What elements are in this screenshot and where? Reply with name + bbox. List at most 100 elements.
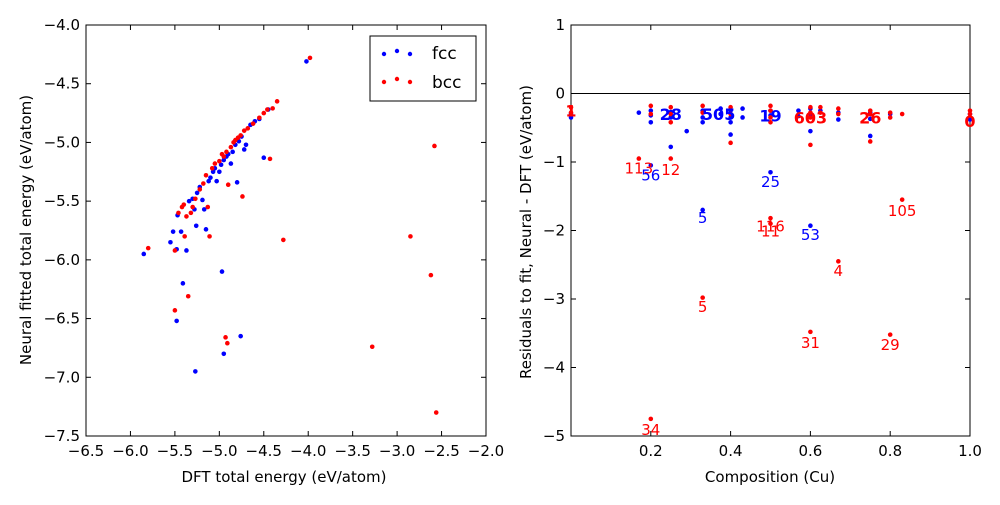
right-data-point-series-1 xyxy=(648,103,654,109)
right-y-tick-label: −1 xyxy=(543,153,565,171)
right-y-tick-label: −4 xyxy=(543,359,565,377)
right-data-point-series-0 xyxy=(836,117,841,122)
left-data-point-series-1 xyxy=(190,204,195,210)
left-data-point-series-0 xyxy=(201,207,207,212)
left-data-point-series-0 xyxy=(219,269,225,274)
left-y-tick-label: −6.0 xyxy=(44,251,80,269)
legend-marker-bcc xyxy=(407,79,413,85)
left-data-point-series-1 xyxy=(432,143,437,149)
left-data-point-series-0 xyxy=(221,351,227,357)
left-data-point-series-0 xyxy=(217,169,222,175)
left-data-point-series-1 xyxy=(181,202,187,207)
right-data-point-series-1 xyxy=(768,215,773,221)
left-data-point-series-1 xyxy=(205,204,211,210)
right-data-point-series-1 xyxy=(728,140,733,146)
left-data-point-series-0 xyxy=(243,142,249,148)
right-data-point-series-0 xyxy=(796,108,801,113)
right-data-point-series-1 xyxy=(887,115,893,120)
left-data-points xyxy=(141,55,439,415)
left-data-point-series-1 xyxy=(184,214,189,219)
legend: fcc bcc xyxy=(369,35,477,102)
right-data-point-series-0 xyxy=(867,116,873,122)
left-x-tick-label: −4.5 xyxy=(246,442,282,460)
left-data-point-series-0 xyxy=(228,161,234,166)
left-data-point-series-1 xyxy=(238,133,243,138)
left-data-point-series-1 xyxy=(203,173,209,178)
left-data-point-series-1 xyxy=(265,107,270,112)
right-data-point-series-0 xyxy=(740,106,745,111)
right-data-point-series-1 xyxy=(967,108,973,113)
left-data-point-series-0 xyxy=(180,281,186,286)
right-data-point-series-0 xyxy=(718,111,723,117)
right-data-point-series-1 xyxy=(808,329,813,335)
right-data-point-series-1 xyxy=(808,104,813,110)
right-data-point-series-1 xyxy=(887,332,893,337)
count-annotation: 116 xyxy=(756,218,785,236)
right-data-point-series-1 xyxy=(867,111,873,117)
left-data-point-series-0 xyxy=(193,369,198,374)
right-y-tick-label: −5 xyxy=(543,427,565,445)
right-data-point-series-1 xyxy=(899,197,905,202)
legend-box xyxy=(369,35,477,102)
left-data-point-series-1 xyxy=(225,182,231,188)
count-annotation: 53 xyxy=(801,226,820,244)
left-data-point-series-0 xyxy=(230,149,235,155)
left-y-tick-label: −5.5 xyxy=(44,192,80,210)
left-x-tick-label: −5.0 xyxy=(201,442,237,460)
right-data-point-series-0 xyxy=(967,117,973,122)
left-data-point-series-0 xyxy=(193,223,199,229)
left-data-point-series-1 xyxy=(221,154,227,159)
left-data-point-series-1 xyxy=(207,234,212,239)
right-x-tick-label: 1.0 xyxy=(958,442,982,460)
right-data-point-series-1 xyxy=(808,142,813,148)
right-data-point-series-1 xyxy=(700,103,705,109)
legend-marker-fcc xyxy=(407,51,413,57)
count-annotation: 603 xyxy=(794,108,827,127)
left-x-tick-label: −6.0 xyxy=(112,442,148,460)
left-x-tick-label: −2.0 xyxy=(468,442,504,460)
right-x-tick-label: 0.8 xyxy=(878,442,902,460)
right-data-point-series-0 xyxy=(728,119,733,125)
legend-marker-fcc xyxy=(394,48,400,54)
left-data-point-series-1 xyxy=(185,293,191,299)
right-x-tick-label: 0.4 xyxy=(719,442,743,460)
left-data-point-series-0 xyxy=(218,162,224,168)
right-data-point-series-0 xyxy=(648,163,654,168)
right-y-tick-label: 0 xyxy=(555,85,565,103)
right-data-point-series-0 xyxy=(648,119,654,125)
right-data-point-series-1 xyxy=(668,111,674,117)
right-data-point-series-1 xyxy=(887,110,893,115)
left-data-point-series-1 xyxy=(228,144,234,150)
right-data-point-series-1 xyxy=(568,110,574,115)
left-data-point-series-0 xyxy=(174,318,179,324)
right-data-point-series-1 xyxy=(700,110,705,115)
count-annotation: 5 xyxy=(698,298,708,316)
right-data-point-series-1 xyxy=(768,119,773,125)
count-annotation: 19 xyxy=(759,106,781,125)
legend-entry-fcc: fcc xyxy=(381,44,457,64)
left-data-point-series-1 xyxy=(201,181,206,186)
left-data-point-series-1 xyxy=(193,196,198,202)
legend-marker-fcc xyxy=(381,51,387,57)
left-data-point-series-1 xyxy=(217,158,222,164)
left-y-tick-label: −7.5 xyxy=(44,427,80,445)
left-y-axis-title: Neural fitted total energy (eV/atom) xyxy=(17,95,35,365)
count-annotation: 1 xyxy=(565,102,576,121)
right-data-point-series-0 xyxy=(808,128,813,134)
right-data-point-series-0 xyxy=(867,133,873,139)
left-data-point-series-0 xyxy=(184,248,189,253)
legend-label-fcc: fcc xyxy=(432,44,457,64)
left-data-point-series-1 xyxy=(257,115,262,121)
right-data-point-series-1 xyxy=(636,156,642,161)
left-data-point-series-1 xyxy=(223,335,228,340)
count-annotation: 4 xyxy=(834,262,844,280)
count-annotation: 12 xyxy=(661,161,680,179)
left-data-point-series-0 xyxy=(141,251,147,257)
right-data-point-series-1 xyxy=(867,108,873,113)
right-y-tick-label: −3 xyxy=(543,290,565,308)
left-data-point-series-0 xyxy=(304,59,309,64)
legend-marker-bcc xyxy=(394,76,400,82)
count-annotation: 505 xyxy=(702,105,735,124)
right-data-point-series-1 xyxy=(808,115,813,120)
